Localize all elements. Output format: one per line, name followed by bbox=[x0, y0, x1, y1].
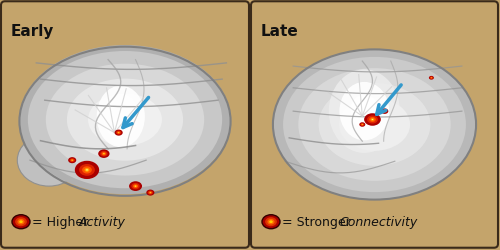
Ellipse shape bbox=[79, 164, 95, 176]
Ellipse shape bbox=[86, 170, 88, 171]
Ellipse shape bbox=[369, 118, 376, 122]
Ellipse shape bbox=[430, 78, 432, 79]
Ellipse shape bbox=[384, 111, 386, 112]
Ellipse shape bbox=[318, 84, 430, 166]
Ellipse shape bbox=[68, 158, 76, 164]
Ellipse shape bbox=[364, 114, 381, 126]
Ellipse shape bbox=[371, 119, 374, 121]
Ellipse shape bbox=[134, 186, 137, 187]
Ellipse shape bbox=[84, 168, 89, 172]
Ellipse shape bbox=[133, 184, 138, 188]
Ellipse shape bbox=[12, 215, 30, 229]
Ellipse shape bbox=[381, 109, 388, 114]
FancyBboxPatch shape bbox=[251, 2, 498, 248]
Ellipse shape bbox=[362, 124, 363, 126]
Ellipse shape bbox=[298, 69, 450, 181]
Ellipse shape bbox=[75, 161, 99, 179]
Ellipse shape bbox=[117, 132, 120, 134]
Ellipse shape bbox=[116, 131, 121, 135]
Ellipse shape bbox=[114, 130, 122, 136]
Ellipse shape bbox=[72, 160, 73, 161]
Ellipse shape bbox=[382, 110, 387, 114]
Ellipse shape bbox=[340, 82, 389, 141]
Text: Connectivity: Connectivity bbox=[339, 215, 417, 228]
Ellipse shape bbox=[100, 151, 108, 157]
Ellipse shape bbox=[339, 99, 410, 151]
Ellipse shape bbox=[361, 124, 364, 126]
Ellipse shape bbox=[431, 78, 432, 79]
Ellipse shape bbox=[150, 192, 151, 194]
FancyBboxPatch shape bbox=[1, 2, 249, 248]
Ellipse shape bbox=[383, 110, 386, 113]
Ellipse shape bbox=[46, 64, 204, 176]
Ellipse shape bbox=[20, 46, 231, 194]
Text: Early: Early bbox=[11, 24, 54, 39]
Ellipse shape bbox=[283, 58, 466, 192]
Ellipse shape bbox=[268, 219, 274, 225]
Ellipse shape bbox=[135, 186, 136, 187]
Ellipse shape bbox=[98, 150, 110, 158]
Ellipse shape bbox=[262, 215, 280, 229]
Ellipse shape bbox=[102, 152, 106, 156]
Ellipse shape bbox=[350, 95, 378, 128]
Ellipse shape bbox=[367, 116, 378, 124]
Ellipse shape bbox=[360, 123, 366, 127]
Ellipse shape bbox=[118, 132, 120, 134]
Ellipse shape bbox=[132, 183, 140, 190]
Ellipse shape bbox=[273, 50, 476, 200]
Ellipse shape bbox=[148, 191, 153, 195]
Ellipse shape bbox=[82, 166, 92, 174]
Ellipse shape bbox=[18, 135, 80, 186]
Ellipse shape bbox=[148, 192, 152, 194]
Text: = Higher: = Higher bbox=[32, 215, 92, 228]
Ellipse shape bbox=[88, 94, 162, 146]
Ellipse shape bbox=[329, 70, 400, 153]
Ellipse shape bbox=[15, 217, 27, 226]
Ellipse shape bbox=[110, 102, 132, 132]
Ellipse shape bbox=[102, 153, 105, 155]
Ellipse shape bbox=[18, 219, 24, 225]
Ellipse shape bbox=[28, 52, 222, 188]
Ellipse shape bbox=[269, 220, 273, 223]
Ellipse shape bbox=[265, 217, 277, 226]
Ellipse shape bbox=[103, 94, 138, 140]
Text: = Stronger: = Stronger bbox=[282, 215, 355, 228]
Ellipse shape bbox=[360, 124, 364, 126]
Text: Late: Late bbox=[261, 24, 299, 39]
Ellipse shape bbox=[429, 76, 434, 80]
Ellipse shape bbox=[19, 220, 23, 223]
Ellipse shape bbox=[70, 159, 74, 162]
Ellipse shape bbox=[129, 182, 142, 191]
Ellipse shape bbox=[96, 86, 145, 148]
Text: Activity: Activity bbox=[79, 215, 126, 228]
Ellipse shape bbox=[146, 190, 154, 196]
Ellipse shape bbox=[430, 77, 433, 80]
Ellipse shape bbox=[70, 158, 75, 162]
Ellipse shape bbox=[67, 79, 183, 161]
